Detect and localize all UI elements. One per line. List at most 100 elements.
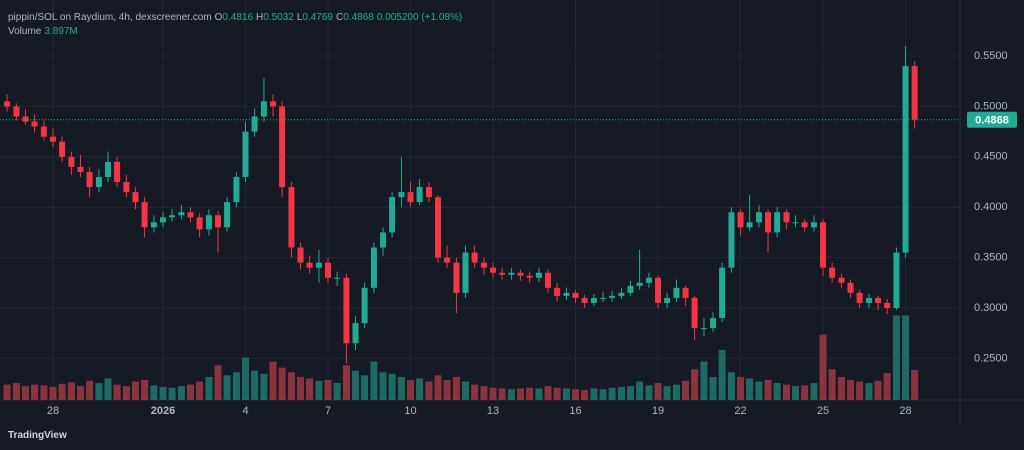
volume-bar xyxy=(370,361,378,400)
volume-bar xyxy=(837,376,845,400)
candle-body xyxy=(68,156,75,167)
volume-bar xyxy=(691,369,699,400)
ohlc-value: 0.4769 xyxy=(302,12,333,23)
volume-bar xyxy=(608,387,616,400)
volume-bar xyxy=(434,375,442,400)
volume-bar xyxy=(12,383,20,400)
volume-bar xyxy=(517,388,525,400)
candle-body xyxy=(673,287,680,298)
candle-body xyxy=(627,285,634,293)
candle-body xyxy=(792,222,799,224)
volume-bar xyxy=(462,381,470,400)
candle-body xyxy=(288,187,295,248)
candle-body xyxy=(251,116,258,132)
volume-bar xyxy=(590,388,598,400)
volume-bar xyxy=(397,376,405,400)
candle-body xyxy=(444,257,451,263)
candle-body xyxy=(77,166,84,172)
volume-bar xyxy=(113,384,121,400)
volume-bar xyxy=(480,386,488,400)
volume-bar xyxy=(498,388,506,400)
candle-body xyxy=(682,287,689,298)
volume-bar xyxy=(847,380,855,400)
candle-body xyxy=(215,215,222,228)
volume-bar xyxy=(67,382,75,400)
volume-bar xyxy=(361,375,369,400)
candle-body xyxy=(618,292,625,296)
candle-body xyxy=(847,282,854,293)
y-tick-label: 0.3500 xyxy=(974,252,1008,264)
candle-body xyxy=(508,272,515,275)
volume-bar xyxy=(21,386,29,400)
candle-body xyxy=(710,318,717,329)
volume-bar xyxy=(746,378,754,400)
volume-bar xyxy=(507,389,515,400)
legend-line: pippin/SOL on Raydium, 4h, dexscreener.c… xyxy=(8,12,465,23)
candle-body xyxy=(875,297,882,303)
candle-body xyxy=(389,197,396,233)
candle-body xyxy=(343,277,350,344)
branding: TradingView xyxy=(8,430,67,441)
ohlc-value: 0.5032 xyxy=(263,12,294,23)
candle-body xyxy=(150,222,157,228)
volume-bar xyxy=(883,373,891,400)
candle-body xyxy=(31,121,38,127)
x-tick-label: 25 xyxy=(817,405,829,417)
candle-body xyxy=(755,212,762,223)
y-tick-label: 0.3000 xyxy=(974,302,1008,314)
volume-bar xyxy=(251,370,259,400)
volume-label: Volume xyxy=(8,26,42,37)
volume-bar xyxy=(3,384,11,400)
candle-body xyxy=(196,217,203,230)
volume-bar xyxy=(709,376,717,400)
volume-bar xyxy=(452,376,460,400)
candle-body xyxy=(609,295,616,298)
plot-background xyxy=(0,0,1024,425)
candle-body xyxy=(370,247,377,288)
candle-body xyxy=(765,212,772,233)
volume-bar xyxy=(526,387,534,400)
candle-body xyxy=(398,192,405,198)
volume-bar xyxy=(654,383,662,400)
candle-body xyxy=(4,101,11,107)
volume-bar xyxy=(407,380,415,400)
y-tick-label: 0.5000 xyxy=(974,100,1008,112)
x-tick-label: 28 xyxy=(899,405,911,417)
volume-bar xyxy=(700,361,708,400)
volume-bar xyxy=(755,381,763,400)
candle-body xyxy=(884,302,891,308)
candle-body xyxy=(664,297,671,303)
candle-body xyxy=(132,192,139,203)
candle-body xyxy=(902,66,909,253)
volume-bar xyxy=(636,381,644,400)
candle-body xyxy=(719,267,726,319)
candle-body xyxy=(480,262,487,268)
candle-body xyxy=(655,277,662,303)
volume-bar xyxy=(865,383,873,400)
volume-bar xyxy=(187,384,195,400)
last-price-label: 0.4868 xyxy=(975,115,1009,127)
candle-body xyxy=(260,101,267,117)
candle-body xyxy=(462,252,469,293)
candle-body xyxy=(691,297,698,329)
volume-value: 3.897M xyxy=(44,26,78,37)
candle-body xyxy=(114,161,121,183)
volume-bar xyxy=(388,373,396,400)
candle-body xyxy=(517,272,524,276)
volume-bar xyxy=(471,384,479,400)
volume-bar xyxy=(269,361,277,400)
candle-body xyxy=(590,297,597,303)
y-tick-label: 0.4000 xyxy=(974,201,1008,213)
volume-bar xyxy=(287,372,295,400)
y-tick-label: 0.2500 xyxy=(974,352,1008,364)
candle-body xyxy=(865,297,872,303)
volume-bar xyxy=(232,372,240,400)
volume-bar xyxy=(150,385,158,400)
candle-body xyxy=(334,277,341,279)
volume-bar xyxy=(31,384,39,400)
candle-body xyxy=(233,176,240,203)
candle-body xyxy=(554,287,561,296)
x-tick-label: 19 xyxy=(652,405,664,417)
candle-body xyxy=(205,215,212,230)
volume-bar xyxy=(572,389,580,400)
